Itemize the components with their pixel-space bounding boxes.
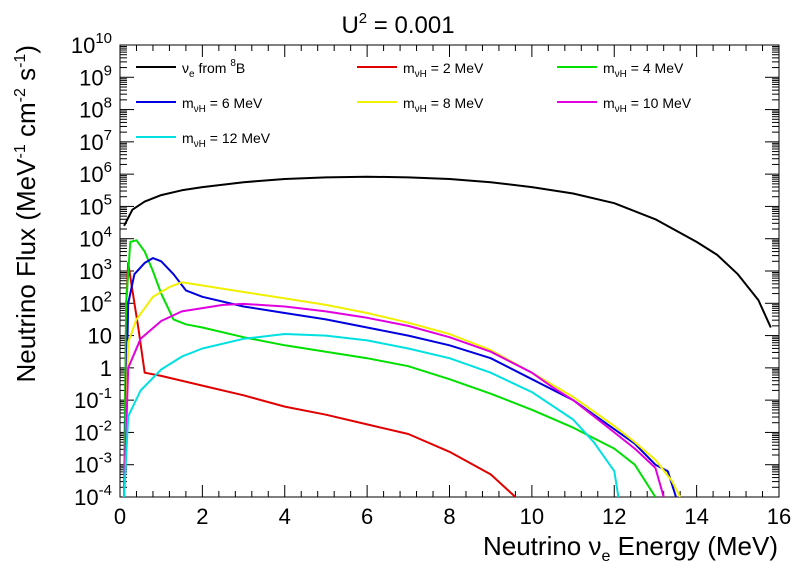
- series-line: [123, 333, 620, 497]
- y-tick-label: 1: [100, 356, 112, 381]
- legend-label: mνH = 12 MeV: [182, 130, 271, 150]
- x-tick-label: 10: [520, 504, 544, 529]
- legend-label: mνH = 10 MeV: [603, 95, 692, 115]
- y-axis-label: Neutrino Flux (MeV-1 cm-2 s-1): [11, 45, 41, 382]
- y-tick-label: 104: [79, 224, 112, 252]
- series-line: [123, 261, 517, 497]
- chart-title: U2 = 0.001: [341, 10, 454, 39]
- x-tick-label: 14: [684, 504, 708, 529]
- series-line: [123, 175, 772, 328]
- legend-label: mνH = 4 MeV: [603, 60, 684, 80]
- legend: νe from 8B mνH = 2 MeV mνH = 4 MeV mνH = 6 …: [136, 58, 692, 150]
- series-line: [123, 302, 665, 497]
- legend-label: mνH = 6 MeV: [182, 95, 263, 115]
- x-tick-label: 12: [602, 504, 626, 529]
- x-tick-label: 2: [196, 504, 208, 529]
- y-tick-label: 10-2: [74, 417, 112, 445]
- x-tick-labels: 0 2 4 6 8 10 12 14 16: [114, 504, 791, 529]
- series-line: [123, 257, 677, 497]
- legend-label: mνH = 2 MeV: [403, 60, 484, 80]
- x-tick-label: 0: [114, 504, 126, 529]
- x-axis-label: Neutrino νe Energy (MeV): [483, 531, 778, 565]
- y-tick-label: 10-3: [74, 450, 112, 478]
- axis-ticks: [119, 44, 780, 498]
- y-tick-label: 1010: [71, 30, 112, 58]
- x-tick-label: 6: [361, 504, 373, 529]
- series-lines: [123, 175, 772, 497]
- series-line: [123, 239, 657, 497]
- legend-label: mνH = 8 MeV: [403, 95, 484, 115]
- y-tick-label: 10-4: [74, 482, 112, 510]
- y-tick-label: 103: [79, 256, 112, 284]
- x-tick-label: 8: [443, 504, 455, 529]
- y-tick-label: 10-1: [74, 385, 112, 413]
- y-tick-label: 10: [88, 324, 112, 349]
- y-tick-label: 106: [79, 159, 112, 187]
- y-tick-label: 107: [79, 127, 112, 155]
- x-tick-label: 4: [279, 504, 291, 529]
- y-tick-label: 102: [79, 288, 112, 316]
- legend-label: νe from 8B: [182, 58, 245, 80]
- series-line: [123, 281, 681, 497]
- y-tick-label: 109: [79, 62, 112, 90]
- y-tick-label: 105: [79, 191, 112, 219]
- y-tick-label: 108: [79, 95, 112, 123]
- x-tick-label: 16: [767, 504, 791, 529]
- y-tick-labels: 10-4 10-3 10-2 10-1 1 10 102 103 104 105 106 107 108…: [71, 30, 112, 510]
- plot-frame: [119, 44, 780, 498]
